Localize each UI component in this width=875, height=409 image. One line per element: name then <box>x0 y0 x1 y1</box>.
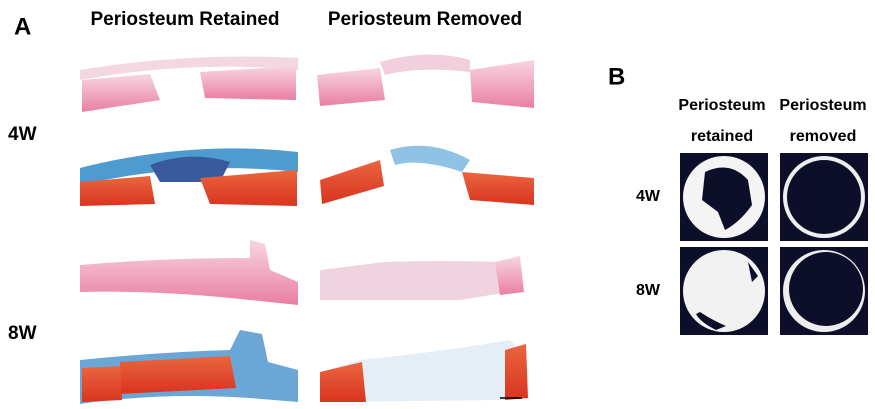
column-header: Periosteum <box>678 97 765 114</box>
micro-ct-image <box>680 247 768 335</box>
row-label: 8W <box>8 323 37 344</box>
figure: A Periosteum Retained Periosteum Removed… <box>0 0 875 409</box>
histology-image <box>80 330 528 404</box>
panel-label: B <box>608 63 625 90</box>
histology-image <box>80 54 534 112</box>
micro-ct-image <box>680 153 768 241</box>
histology-image <box>80 240 524 305</box>
micro-ct-image <box>780 153 868 241</box>
histology-image <box>80 146 534 206</box>
row-label: 8W <box>636 282 661 299</box>
column-header: removed <box>790 128 857 145</box>
column-header: Periosteum Removed <box>328 9 522 30</box>
row-label: 4W <box>636 188 661 205</box>
micro-ct-image <box>780 247 868 335</box>
column-header: Periosteum <box>779 97 866 114</box>
panel-label: A <box>14 13 31 40</box>
column-header: retained <box>691 128 753 145</box>
row-label: 4W <box>8 124 37 145</box>
column-header: Periosteum Retained <box>91 9 280 30</box>
